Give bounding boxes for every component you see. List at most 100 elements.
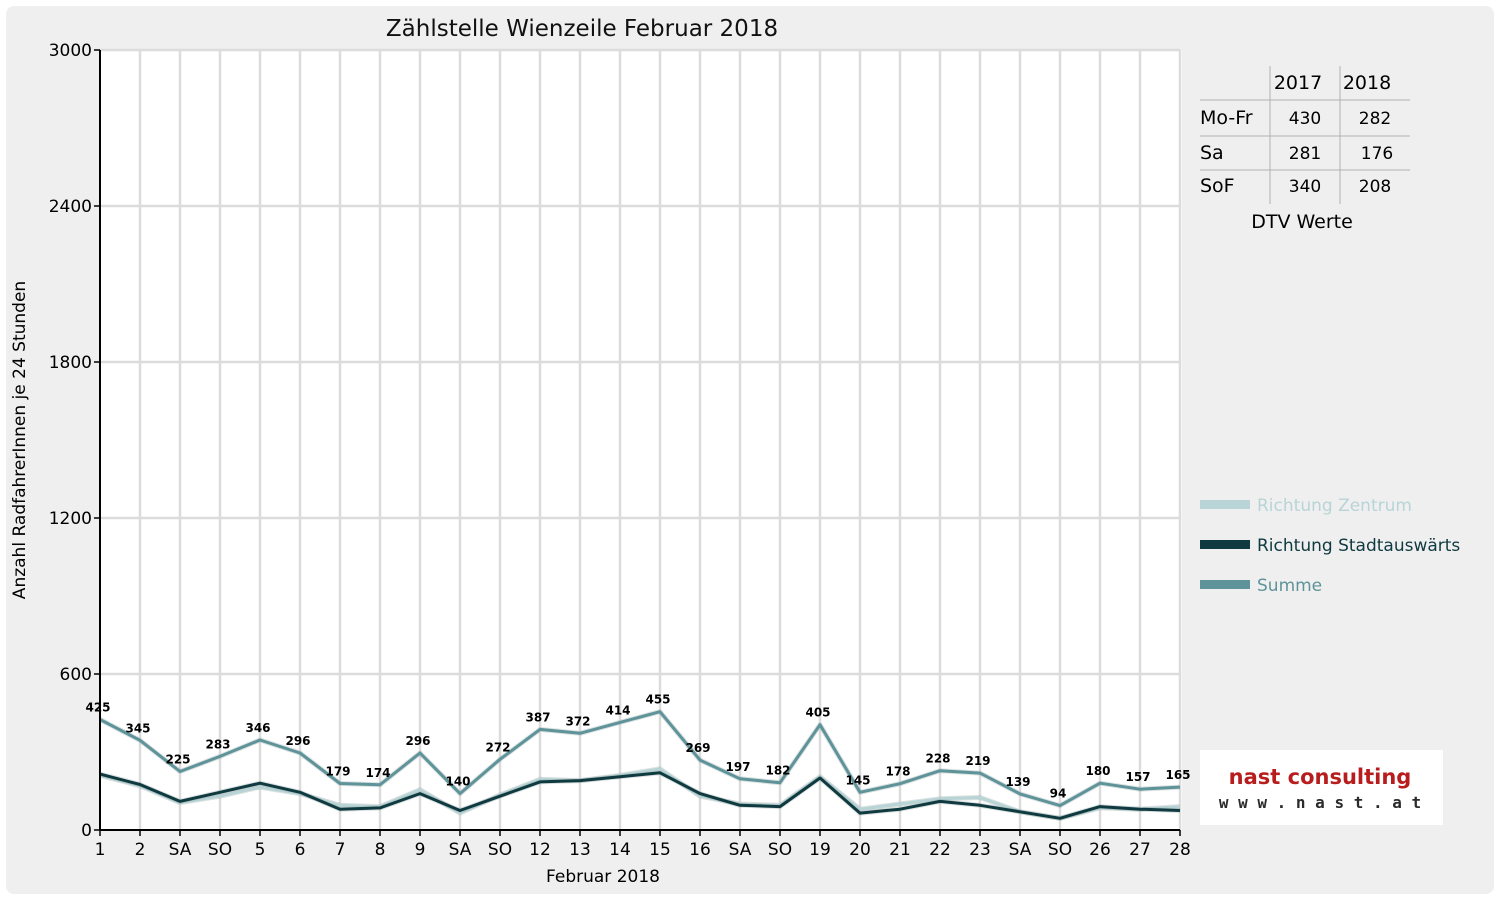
dtv-cell: 430 <box>1289 109 1321 129</box>
x-tick-label: 1 <box>95 840 106 860</box>
y-tick-label: 0 <box>81 821 92 841</box>
dtv-row-label: Mo-Fr <box>1200 107 1253 129</box>
y-tick-labels: 0 600 1200 1800 2400 3000 <box>49 41 100 841</box>
legend-label: Summe <box>1257 576 1322 596</box>
x-tick-label: 5 <box>255 840 266 860</box>
data-label: 228 <box>925 752 950 766</box>
data-label: 157 <box>1125 770 1150 784</box>
x-tick-label: 15 <box>649 840 671 860</box>
dtv-cell: 208 <box>1359 177 1391 197</box>
logo: nast consulting w w w . n a s t . a t <box>1200 750 1443 825</box>
data-label: 372 <box>565 714 590 728</box>
data-label: 296 <box>285 734 310 748</box>
y-axis-label: Anzahl RadfahrerInnen je 24 Stunden <box>10 281 30 599</box>
data-label: 165 <box>1165 768 1190 782</box>
data-label: 345 <box>125 721 150 735</box>
data-label: 178 <box>885 765 910 779</box>
dtv-row-label: Sa <box>1200 142 1224 164</box>
data-label: 414 <box>605 703 630 717</box>
dtv-col-2018: 2018 <box>1343 72 1391 94</box>
x-tick-label: 27 <box>1129 840 1151 860</box>
x-tick-label: 6 <box>295 840 306 860</box>
legend-label: Richtung Zentrum <box>1257 496 1412 516</box>
data-label: 405 <box>805 706 830 720</box>
logo-wordmark: nast consulting <box>1229 765 1412 789</box>
legend-swatch <box>1200 540 1250 549</box>
x-tick-label: 7 <box>335 840 346 860</box>
dtv-cell: 281 <box>1289 144 1321 164</box>
data-label: 140 <box>445 775 470 789</box>
x-tick-label: SA <box>169 840 192 860</box>
y-tick-label: 3000 <box>49 41 92 61</box>
x-tick-label: SA <box>449 840 472 860</box>
x-tick-label: 21 <box>889 840 911 860</box>
x-tick-label: 19 <box>809 840 831 860</box>
legend-swatch <box>1200 580 1250 589</box>
x-tick-label: 28 <box>1169 840 1191 860</box>
data-labels: 425 345 225 283 346 296 179 174 296 140 272 387 372 4… <box>85 693 1190 801</box>
logo-url: w w w . n a s t . a t <box>1219 793 1421 812</box>
dtv-col-2017: 2017 <box>1274 72 1322 94</box>
dtv-cell: 176 <box>1361 144 1393 164</box>
data-label: 219 <box>965 754 990 768</box>
x-tick-label: 20 <box>849 840 871 860</box>
data-label: 269 <box>685 741 710 755</box>
data-label: 145 <box>845 773 870 787</box>
legend-swatch <box>1200 500 1250 509</box>
y-tick-label: 1800 <box>49 353 92 373</box>
data-label: 455 <box>645 693 670 707</box>
data-label: 296 <box>405 734 430 748</box>
y-tick-label: 600 <box>60 665 92 685</box>
x-tick-label: 14 <box>609 840 631 860</box>
dtv-caption: DTV Werte <box>1251 211 1353 233</box>
x-axis-label: Februar 2018 <box>546 867 660 887</box>
series-line <box>99 710 1181 808</box>
x-tick-label: 8 <box>375 840 386 860</box>
series-line <box>99 767 1181 820</box>
data-label: 94 <box>1050 787 1067 801</box>
x-tick-label: 13 <box>569 840 591 860</box>
y-tick-label: 2400 <box>49 197 92 217</box>
x-tick-label: 22 <box>929 840 951 860</box>
data-label: 182 <box>765 764 790 778</box>
y-tick-label: 1200 <box>49 509 92 529</box>
data-label: 346 <box>245 721 270 735</box>
x-tick-label: SO <box>488 840 512 860</box>
chart-title: Zählstelle Wienzeile Februar 2018 <box>386 16 778 42</box>
x-tick-label: SO <box>768 840 792 860</box>
legend-label: Richtung Stadtauswärts <box>1257 536 1460 556</box>
logo-box <box>1200 750 1443 825</box>
data-label: 225 <box>165 753 190 767</box>
dtv-table: 2017 2018 Mo-Fr 430 282 Sa 281 176 SoF 3… <box>1200 66 1410 233</box>
axes <box>99 50 1180 831</box>
series-layer <box>98 709 1181 821</box>
x-tick-label: 16 <box>689 840 711 860</box>
dtv-row-label: SoF <box>1200 175 1235 197</box>
data-label: 387 <box>525 710 550 724</box>
grid <box>100 48 1182 830</box>
data-label: 180 <box>1085 764 1110 778</box>
x-tick-label: SO <box>208 840 232 860</box>
data-label: 197 <box>725 760 750 774</box>
x-tick-labels: 1 2 SA SO 5 6 7 8 9 SA SO 12 13 14 15 16 SA SO 19 20 21 22 23 S… <box>95 830 1191 860</box>
data-label: 272 <box>485 740 510 754</box>
dtv-cell: 340 <box>1289 177 1321 197</box>
x-tick-label: 2 <box>135 840 146 860</box>
data-label: 174 <box>365 766 390 780</box>
x-tick-label: SO <box>1048 840 1072 860</box>
x-tick-label: 26 <box>1089 840 1111 860</box>
legend: Richtung Zentrum Richtung Stadtauswärts Su… <box>1200 496 1460 596</box>
dtv-cell: 282 <box>1359 109 1391 129</box>
x-tick-label: 12 <box>529 840 551 860</box>
x-tick-label: SA <box>729 840 752 860</box>
data-label: 283 <box>205 737 230 751</box>
data-label: 425 <box>85 701 110 715</box>
x-tick-label: 9 <box>415 840 426 860</box>
series-line <box>99 771 1181 820</box>
data-label: 139 <box>1005 775 1030 789</box>
x-tick-label: SA <box>1009 840 1032 860</box>
data-label: 179 <box>325 764 350 778</box>
plot-area <box>100 50 1182 830</box>
